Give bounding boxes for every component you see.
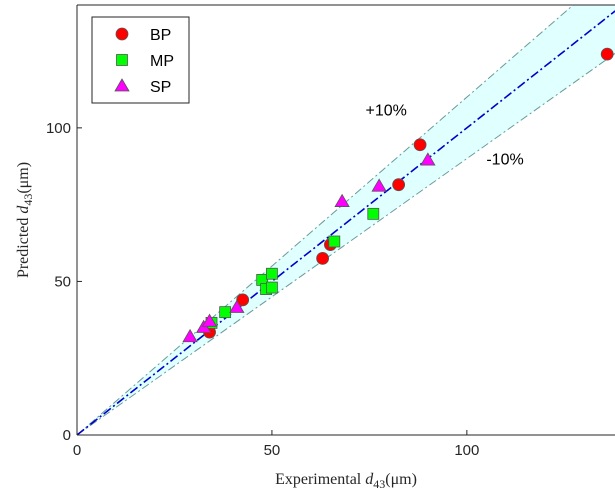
y-tick-label: 50 bbox=[54, 273, 71, 290]
legend-label-mp: MP bbox=[150, 53, 174, 70]
data-point-sp bbox=[229, 299, 245, 313]
data-point-bp bbox=[413, 138, 427, 152]
x-tick-label: 50 bbox=[264, 442, 281, 459]
data-point-mp bbox=[266, 267, 278, 280]
x-axis-label: Experimental d43(μm) bbox=[275, 471, 417, 491]
data-point-bp bbox=[600, 47, 614, 61]
y-tick-label: 100 bbox=[46, 120, 71, 137]
data-point-bp bbox=[236, 293, 250, 307]
x-tick-label: 0 bbox=[73, 442, 81, 459]
legend-label-bp: BP bbox=[150, 27, 171, 44]
data-point-sp bbox=[201, 313, 218, 327]
band-annotation: -10% bbox=[486, 152, 523, 169]
data-point-sp bbox=[182, 328, 198, 343]
band-annotation: +10% bbox=[365, 103, 406, 120]
data-point-sp bbox=[420, 152, 436, 166]
data-point-mp bbox=[266, 281, 278, 294]
legend-marker-bp bbox=[115, 27, 129, 41]
data-point-sp bbox=[334, 193, 350, 207]
y-axis-label: Predicted d43(μm) bbox=[15, 162, 35, 278]
lower-bound-line bbox=[77, 52, 615, 435]
data-point-sp bbox=[371, 178, 387, 192]
axis-ticks: 0 50 100 0 50 100 bbox=[46, 120, 479, 459]
legend: BP MP SP bbox=[91, 16, 190, 104]
data-point-mp bbox=[367, 207, 380, 220]
data-point-mp bbox=[219, 306, 232, 319]
legend-marker-mp bbox=[116, 54, 128, 66]
legend-items: BP MP SP bbox=[114, 27, 174, 96]
y-tick-label: 0 bbox=[63, 427, 71, 444]
data-points bbox=[182, 47, 614, 343]
legend-label-sp: SP bbox=[150, 79, 171, 96]
data-point-bp bbox=[392, 178, 406, 192]
x-tick-label: 100 bbox=[454, 442, 479, 459]
data-point-bp bbox=[316, 251, 330, 265]
legend-marker-sp bbox=[114, 78, 130, 92]
legend-box bbox=[91, 16, 190, 104]
data-point-mp bbox=[328, 235, 341, 248]
annotations: +10% -10% bbox=[365, 103, 523, 169]
